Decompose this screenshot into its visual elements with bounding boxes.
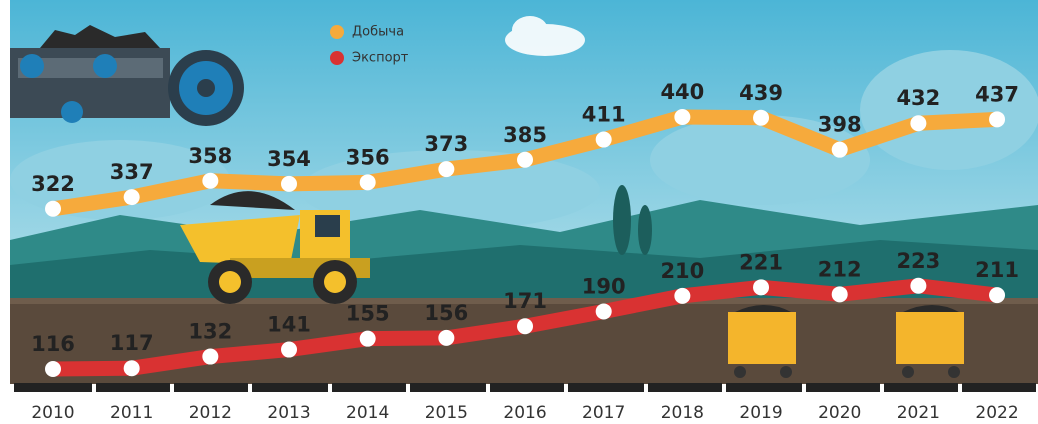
value-label: 156 [424, 301, 468, 325]
point [910, 278, 926, 294]
value-label: 432 [896, 86, 940, 110]
x-tick-label: 2021 [897, 403, 940, 423]
value-label: 411 [582, 103, 626, 127]
value-label: 373 [424, 132, 468, 156]
point [124, 189, 140, 205]
point [989, 111, 1005, 127]
value-label: 210 [660, 259, 704, 283]
value-label: 132 [188, 320, 232, 344]
x-tick-label: 2018 [661, 403, 704, 423]
point [517, 318, 533, 334]
x-tick-label: 2016 [503, 403, 546, 423]
value-label: 337 [110, 160, 154, 184]
x-tick-label: 2010 [31, 403, 74, 423]
value-label: 171 [503, 289, 547, 313]
value-label: 212 [818, 257, 862, 281]
value-label: 221 [739, 250, 783, 274]
value-label: 322 [31, 172, 75, 196]
point [596, 132, 612, 148]
value-label: 439 [739, 81, 783, 105]
x-tick-label: 2011 [110, 403, 153, 423]
x-tick-label: 2012 [189, 403, 232, 423]
legend-swatch [330, 25, 344, 39]
value-label: 116 [31, 332, 75, 356]
point [674, 288, 690, 304]
value-label: 440 [660, 80, 704, 104]
value-label: 354 [267, 147, 311, 171]
value-label: 141 [267, 313, 311, 337]
point [910, 115, 926, 131]
point [832, 286, 848, 302]
point [281, 176, 297, 192]
legend-label: Добыча [352, 25, 404, 40]
point [202, 173, 218, 189]
x-tick-label: 2017 [582, 403, 625, 423]
chart: Добыча Экспорт 2010 2011 2012 2013 2014 2015 2… [0, 0, 1038, 424]
x-tick-label: 2014 [346, 403, 389, 423]
value-label: 223 [896, 249, 940, 273]
x-tick-label: 2022 [975, 403, 1018, 423]
point [360, 174, 376, 190]
point [45, 361, 61, 377]
point [124, 360, 140, 376]
point [438, 161, 454, 177]
value-label: 190 [582, 274, 626, 298]
value-label: 358 [188, 144, 232, 168]
point [832, 142, 848, 158]
point [517, 152, 533, 168]
x-tick-label: 2013 [267, 403, 310, 423]
point [596, 303, 612, 319]
point [281, 342, 297, 358]
x-tick-label: 2019 [739, 403, 782, 423]
point [45, 201, 61, 217]
value-label: 398 [818, 113, 862, 137]
point [360, 331, 376, 347]
point [753, 110, 769, 126]
value-label: 385 [503, 123, 547, 147]
value-label: 117 [110, 331, 154, 355]
legend-label: Экспорт [352, 51, 409, 66]
x-tick-label: 2020 [818, 403, 861, 423]
value-label: 155 [346, 302, 390, 326]
value-label: 211 [975, 258, 1019, 282]
point [753, 279, 769, 295]
point [674, 109, 690, 125]
value-label: 437 [975, 82, 1019, 106]
value-label: 356 [346, 145, 390, 169]
point [989, 287, 1005, 303]
point [202, 349, 218, 365]
point [438, 330, 454, 346]
legend-swatch [330, 51, 344, 65]
x-tick-label: 2015 [425, 403, 468, 423]
